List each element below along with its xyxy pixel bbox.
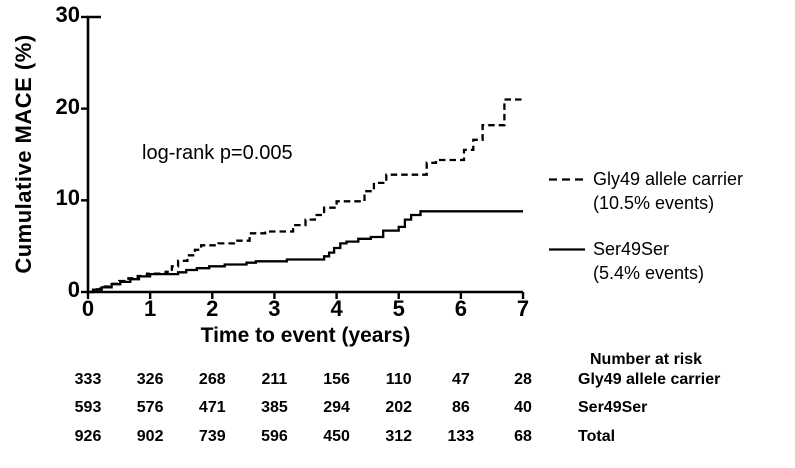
risk-cell: 294 — [323, 399, 350, 416]
risk-cell: 156 — [323, 371, 350, 388]
legend-label-gly49: Gly49 allele carrier — [593, 169, 744, 189]
risk-cell: 326 — [136, 371, 164, 388]
risk-cell: 596 — [261, 428, 288, 445]
risk-cell: 902 — [136, 428, 164, 445]
risk-cell: 28 — [514, 371, 532, 388]
axes-frame — [86, 15, 523, 294]
x-tick-label: 2 — [206, 296, 219, 321]
risk-cell: 333 — [74, 371, 102, 388]
risk-cell: 202 — [385, 399, 413, 416]
risk-cell: 450 — [323, 428, 350, 445]
risk-cell: 86 — [451, 399, 470, 416]
risk-cell: 211 — [261, 371, 288, 388]
risk-cell: 926 — [74, 428, 102, 445]
y-axis-title: Cumulative MACE (%) — [11, 34, 36, 274]
risk-cell: 47 — [451, 371, 470, 388]
risk-cell: 68 — [514, 428, 532, 445]
y-tick-label: 20 — [55, 93, 80, 119]
x-tick-label: 3 — [268, 296, 281, 321]
number-at-risk-header: Number at risk — [590, 351, 703, 368]
legend-sublabel-gly49: (10.5% events) — [593, 193, 715, 213]
risk-cell: 110 — [385, 371, 412, 388]
risk-row-label-gly49: Gly49 allele carrier — [578, 371, 721, 388]
risk-cell: 471 — [198, 399, 226, 416]
legend-label-ser49ser: Ser49Ser — [593, 239, 670, 259]
risk-cell: 133 — [447, 428, 475, 445]
x-tick-label: 5 — [392, 296, 405, 321]
log-rank-annotation: log-rank p=0.005 — [142, 142, 293, 164]
risk-cell: 593 — [74, 399, 102, 416]
x-axis-title: Time to event (years) — [200, 324, 411, 347]
risk-cell: 576 — [136, 399, 164, 416]
risk-cell: 385 — [261, 399, 288, 416]
curve-gly49-allele-carrier — [88, 98, 523, 294]
curve-ser49ser — [88, 210, 523, 294]
x-tick-label: 7 — [516, 296, 530, 321]
y-tick-label: 10 — [55, 185, 80, 211]
risk-row-label-ser49ser: Ser49Ser — [578, 399, 648, 416]
risk-cell: 268 — [198, 371, 226, 388]
x-tick-label: 1 — [144, 296, 157, 321]
risk-row-label-total: Total — [578, 428, 616, 445]
x-tick-label: 6 — [454, 296, 467, 321]
x-tick-label: 4 — [330, 296, 343, 321]
legend-sublabel-ser49ser: (5.4% events) — [593, 263, 705, 283]
y-tick-label: 30 — [55, 2, 80, 27]
risk-cell: 312 — [385, 428, 413, 445]
y-tick-label: 0 — [67, 277, 80, 302]
risk-cell: 40 — [514, 399, 532, 416]
risk-cell: 739 — [198, 428, 226, 445]
x-tick-label: 0 — [81, 296, 95, 321]
